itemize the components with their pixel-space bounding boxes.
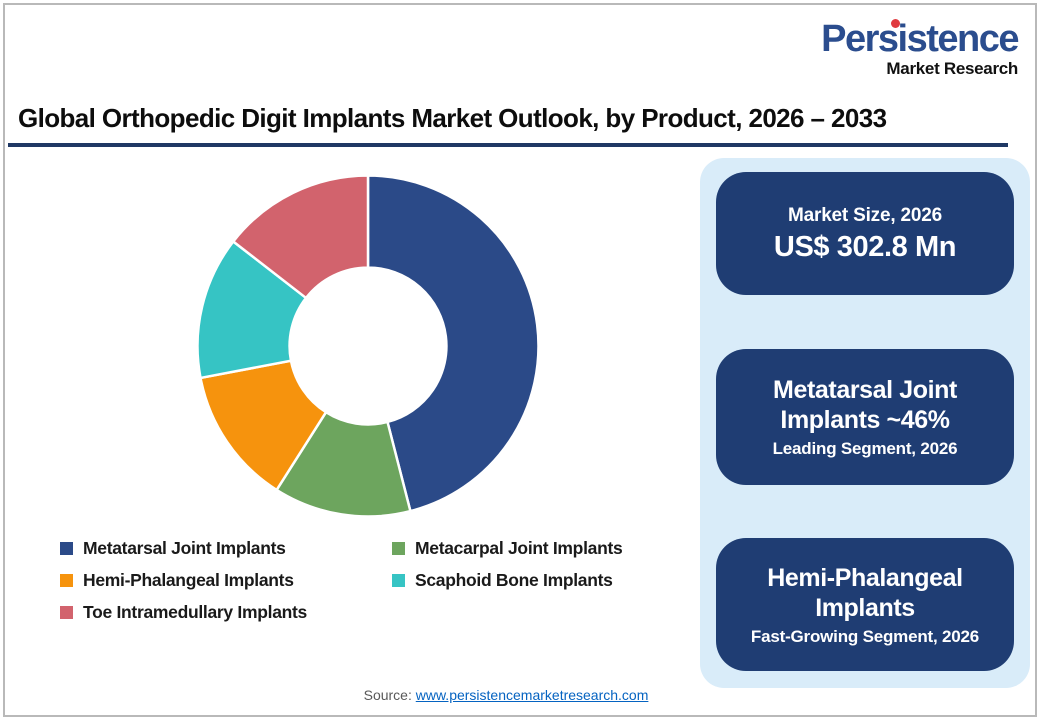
callout-fast-growing-segment: Hemi-Phalangeal Implants Fast-Growing Se…	[716, 538, 1014, 671]
legend-swatch-scaphoid	[392, 574, 405, 587]
donut-chart-svg	[196, 174, 540, 518]
legend-item-metatarsal: Metatarsal Joint Implants	[60, 538, 392, 559]
source-line: Source: www.persistencemarketresearch.co…	[196, 687, 816, 703]
source-label: Source:	[363, 687, 412, 703]
logo-brand-text: Persistence	[821, 18, 1019, 60]
legend-swatch-metacarpal	[392, 542, 405, 555]
legend-label: Toe Intramedullary Implants	[83, 602, 307, 622]
leading-segment-caption: Leading Segment, 2026	[772, 438, 958, 458]
legend-label: Hemi-Phalangeal Implants	[83, 570, 294, 590]
market-size-value: US$ 302.8 Mn	[773, 230, 957, 263]
legend-swatch-metatarsal	[60, 542, 73, 555]
legend-swatch-toe-intramedullary	[60, 606, 73, 619]
leading-segment-title: Metatarsal Joint Implants ~46%	[773, 375, 957, 434]
legend-item-toe-intramedullary: Toe Intramedullary Implants	[60, 602, 392, 623]
donut-chart	[196, 174, 540, 518]
logo: Persistence Market Research	[821, 18, 1019, 79]
page-title: Global Orthopedic Digit Implants Market …	[18, 103, 887, 133]
legend-label: Metacarpal Joint Implants	[415, 538, 623, 558]
legend-item-metacarpal: Metacarpal Joint Implants	[392, 538, 690, 559]
source-link[interactable]: www.persistencemarketresearch.com	[415, 687, 649, 703]
legend-swatch-hemi-phalangeal	[60, 574, 73, 587]
donut-segment-0	[366, 174, 540, 513]
market-size-title: Market Size, 2026	[788, 205, 942, 226]
logo-tagline: Market Research	[886, 59, 1018, 78]
chart-legend: Metatarsal Joint Implants Metacarpal Joi…	[60, 538, 690, 623]
callout-leading-segment: Metatarsal Joint Implants ~46% Leading S…	[716, 348, 1014, 485]
logo-red-dot-icon	[891, 19, 901, 28]
legend-item-scaphoid: Scaphoid Bone Implants	[392, 570, 690, 591]
fast-growing-caption: Fast-Growing Segment, 2026	[750, 626, 980, 646]
legend-item-hemi-phalangeal: Hemi-Phalangeal Implants	[60, 570, 392, 591]
donut-segment-4	[231, 174, 370, 300]
title-underline	[8, 143, 1008, 147]
legend-label: Metatarsal Joint Implants	[83, 538, 286, 558]
fast-growing-title: Hemi-Phalangeal Implants	[767, 563, 963, 622]
callout-column: Market Size, 2026 US$ 302.8 Mn Metatarsa…	[700, 158, 1030, 688]
callout-market-size: Market Size, 2026 US$ 302.8 Mn	[716, 172, 1014, 295]
legend-label: Scaphoid Bone Implants	[415, 570, 613, 590]
